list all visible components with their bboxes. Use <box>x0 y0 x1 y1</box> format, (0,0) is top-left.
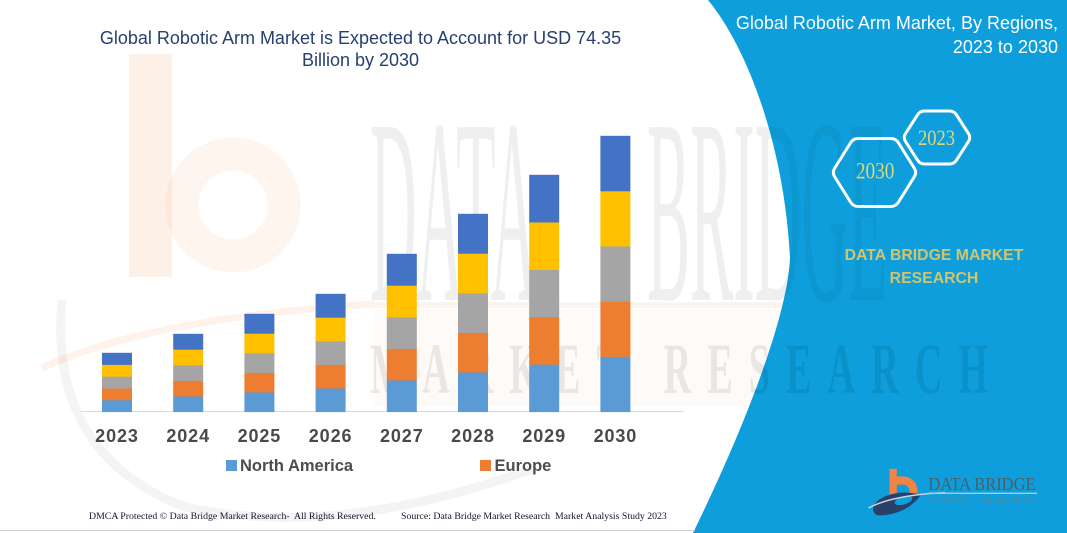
svg-text:2023: 2023 <box>918 125 955 150</box>
svg-text:MARKET RESEARCH: MARKET RESEARCH <box>929 498 1037 505</box>
svg-text:2030: 2030 <box>856 159 895 185</box>
svg-text:DATA BRIDGE: DATA BRIDGE <box>929 474 1036 494</box>
